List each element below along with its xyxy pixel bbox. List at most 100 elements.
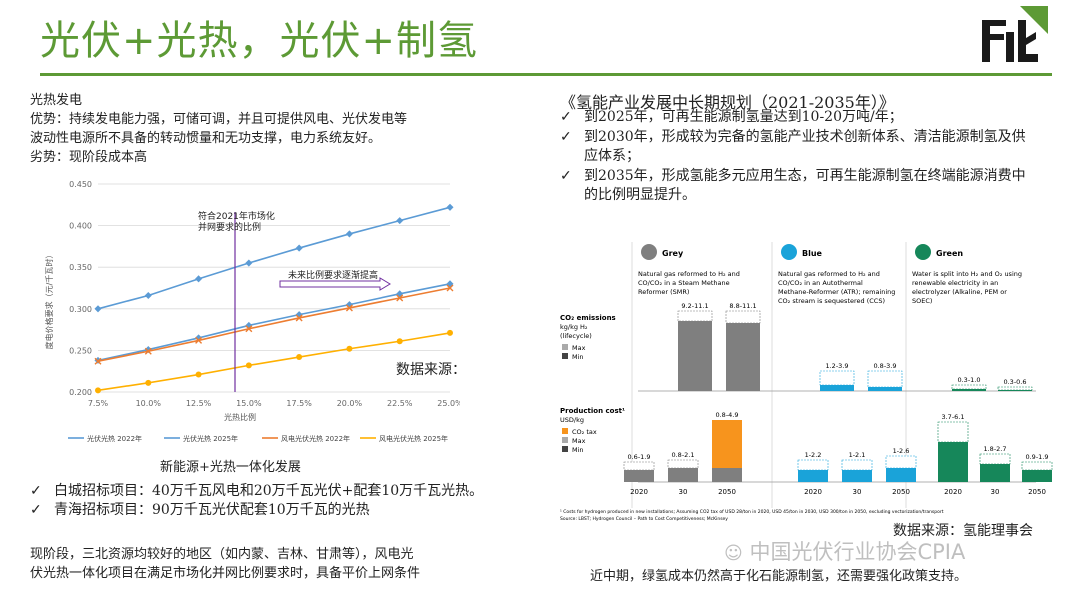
blue-desc: CO/CO₂ in an Autothermal (778, 279, 863, 287)
cost-unit: USD/kg (560, 416, 584, 424)
cost-label: Production cost¹ (560, 407, 625, 415)
x-tick-label: 17.5% (286, 399, 312, 408)
data-point (195, 371, 202, 378)
bar-value-label: 0.3-0.6 (1003, 378, 1026, 386)
bar-value-label: 0.3-1.0 (957, 376, 980, 384)
bar-max-range (677, 310, 713, 322)
figure-source: Source: LBST; Hydrogen Council – Path to… (560, 516, 728, 522)
bar-value-label: 3.7-6.1 (941, 413, 964, 421)
line-chart: 度电价格要求（元/千瓦时） 光热比例 0.200 0.250 0.300 0.350 0… (44, 180, 460, 443)
bar-co2-tax (712, 420, 742, 468)
emissions-scope: (lifecycle) (560, 332, 592, 340)
series-line (97, 287, 451, 363)
y-tick-label: 0.300 (69, 305, 92, 314)
bar-min (668, 468, 698, 482)
header-rule (40, 73, 1052, 76)
year-label: 2050 (718, 488, 736, 496)
chart-ylabel: 度电价格要求（元/千瓦时） (44, 251, 54, 350)
year-label: 30 (679, 488, 688, 496)
blue-desc: Natural gas reformed to H₂ and (778, 270, 880, 278)
bar-min (798, 470, 828, 482)
check-icon: ✓ (30, 502, 42, 518)
bar-max-range (885, 455, 917, 469)
x-tick-label: 25.0% (437, 399, 460, 408)
bar-max-range (819, 370, 855, 386)
bar-value-label: 0.6-1.9 (627, 453, 650, 461)
section-title: 光热发电 (30, 93, 83, 108)
x-tick-label: 7.5% (88, 399, 109, 408)
plan-bullet-2025: ✓ 到2025年，可再生能源制氢量达到10-20万吨/年； (560, 108, 903, 127)
bar-max-range (667, 459, 699, 469)
y-tick-label: 0.450 (69, 180, 92, 189)
x-tick-label: 15.0% (236, 399, 262, 408)
plan-bullet-2030-cont: 应体系； (584, 148, 640, 164)
year-label: 2020 (944, 488, 962, 496)
bar-value-label: 1-2.2 (805, 451, 822, 459)
blue-column-header: Blue Natural gas reformed to H₂ and CO/C… (771, 242, 895, 508)
green-desc: renewable electricity in an (912, 279, 998, 287)
data-point (245, 259, 253, 267)
bar-min (712, 468, 742, 482)
year-label: 2050 (1028, 488, 1046, 496)
bar-max-range (951, 384, 987, 390)
year-label: 30 (853, 488, 862, 496)
bar-value-label: 0.8-4.9 (715, 411, 738, 419)
disadvantage-text: 劣势：现阶段成本高 (30, 150, 148, 165)
legend-max: Max (572, 437, 586, 445)
bar-value-label: 9.2-11.1 (681, 302, 708, 310)
y-tick-label: 0.400 (69, 222, 92, 231)
blue-label: Blue (802, 249, 823, 258)
plan-heading: 《氢能产业发展中长期规划（2021-2035年）》 (560, 93, 895, 112)
bar-min (842, 470, 872, 482)
bar-max-range (797, 459, 829, 471)
trend-arrow (279, 277, 391, 291)
advantage-text-cont: 波动性电源所不具备的转动惯量和无功支撑，电力系统友好。 (30, 131, 382, 146)
x-tick-label: 10.0% (136, 399, 162, 408)
data-point (245, 362, 252, 369)
bar-value-label: 0.8-2.1 (671, 451, 694, 459)
legend-max: Max (572, 344, 586, 352)
bar-value-label: 8.8-11.1 (729, 302, 756, 310)
bar-min (980, 464, 1010, 482)
bar-min (678, 321, 712, 391)
legend-label: 风电光伏光热 2025年 (379, 434, 448, 443)
data-point (396, 338, 403, 345)
legend-label: 风电光伏光热 2022年 (281, 434, 350, 443)
plan-bullet-2030: ✓ 到2030年，形成较为完备的氢能产业技术创新体系、清洁能源制氢及供 (560, 128, 1026, 147)
h2-source: 数据来源：氢能理事会 (893, 523, 1033, 539)
legend-co2-tax: CO₂ tax (572, 428, 597, 436)
bar-min (820, 385, 854, 391)
series-line (97, 206, 451, 310)
data-point (446, 203, 454, 211)
conclusion-line2: 伏光热一体化项目在满足市场化并网比例要求时，具备平价上网条件 (30, 566, 421, 581)
chart-caption: 新能源+光热一体化发展 (160, 460, 301, 475)
data-point (447, 329, 453, 336)
cpia-logo (982, 6, 1048, 62)
bullet-text: 到2035年，形成氢能多元应用生态，可再生能源制氢在终端能源消费中 (584, 168, 1026, 184)
data-point (346, 345, 353, 352)
watermark-text: 中国光伏行业协会CPIA (749, 540, 966, 564)
data-point (94, 357, 102, 365)
check-icon: ✓ (560, 109, 572, 125)
y-tick-label: 0.250 (69, 346, 92, 355)
bar-min (886, 468, 916, 482)
green-desc: SOEC) (912, 297, 932, 305)
wechat-icon: ☺ (724, 543, 743, 564)
plan-bullet-2035: ✓ 到2035年，形成氢能多元应用生态，可再生能源制氢在终端能源消费中 (560, 167, 1026, 186)
bar-min (1022, 470, 1052, 482)
legend-min: Min (572, 353, 584, 361)
bar-max-range (841, 459, 873, 471)
data-point (295, 314, 303, 322)
check-icon: ✓ (560, 168, 572, 184)
bar-value-label: 1-2.6 (893, 447, 910, 455)
figure-footnote: ¹ Costs for hydrogen produced in new ins… (560, 509, 944, 515)
vline-label-1: 符合2021年市场化 (198, 210, 275, 222)
bar-value-label: 1-2.1 (849, 451, 866, 459)
chart-source: 数据来源：能源所 (396, 362, 460, 378)
bullet-text: 到2025年，可再生能源制氢量达到10-20万吨/年； (584, 109, 903, 125)
data-point (95, 387, 101, 394)
bar-min (868, 387, 902, 391)
plan-bullet-2035-cont: 的比例明显提升。 (584, 187, 696, 203)
h2-conclusion: 近中期，绿氢成本仍然高于化石能源制氢，还需要强化政策支持。 (590, 569, 968, 584)
bar-min (998, 390, 1032, 391)
